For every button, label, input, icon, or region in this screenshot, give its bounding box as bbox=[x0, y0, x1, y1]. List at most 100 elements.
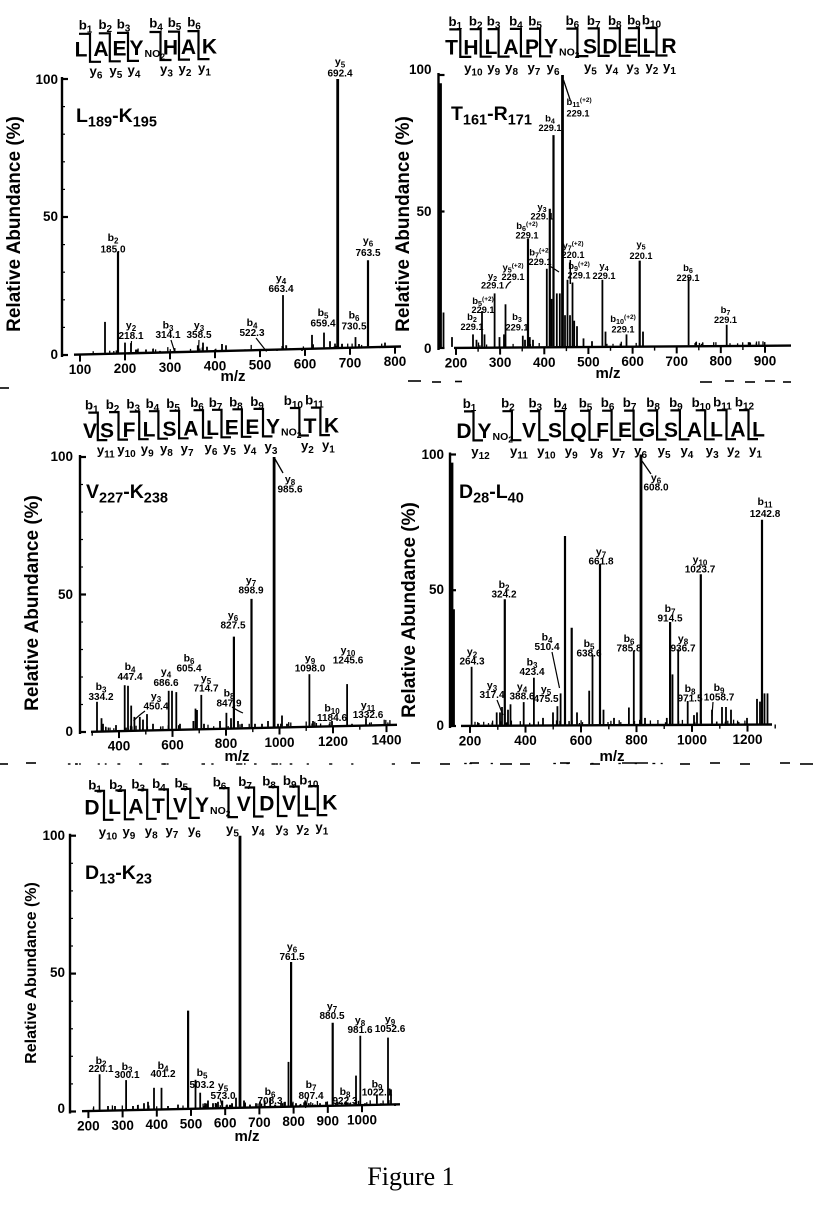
svg-text:b5: b5 bbox=[318, 307, 329, 320]
svg-text:1245.6: 1245.6 bbox=[333, 656, 364, 667]
svg-text:700: 700 bbox=[665, 354, 688, 369]
svg-text:220.1: 220.1 bbox=[630, 251, 653, 261]
svg-text:b6: b6 bbox=[265, 1086, 276, 1099]
svg-text:761.5: 761.5 bbox=[279, 952, 304, 963]
svg-text:P: P bbox=[525, 36, 539, 59]
svg-text:S: S bbox=[583, 36, 597, 59]
svg-text:y3: y3 bbox=[487, 680, 498, 693]
svg-text:229.1: 229.1 bbox=[612, 325, 635, 335]
svg-text:b2: b2 bbox=[96, 1055, 107, 1068]
svg-text:573.0: 573.0 bbox=[210, 1091, 235, 1102]
svg-text:E: E bbox=[225, 417, 239, 440]
svg-text:229.1: 229.1 bbox=[593, 271, 616, 281]
svg-text:0: 0 bbox=[57, 1101, 65, 1116]
svg-text:922.3: 922.3 bbox=[332, 1096, 357, 1107]
svg-text:Y: Y bbox=[129, 37, 143, 60]
svg-text:b8: b8 bbox=[685, 683, 696, 696]
svg-text:300: 300 bbox=[489, 355, 512, 370]
svg-text:200: 200 bbox=[459, 733, 482, 748]
svg-text:F: F bbox=[596, 419, 609, 442]
svg-text:A: A bbox=[93, 38, 108, 61]
svg-text:50: 50 bbox=[58, 587, 73, 602]
svg-text:A: A bbox=[183, 418, 198, 441]
svg-text:b5: b5 bbox=[197, 1067, 208, 1080]
svg-text:388.6: 388.6 bbox=[509, 692, 534, 703]
svg-text:y4: y4 bbox=[276, 273, 287, 286]
svg-text:b7: b7 bbox=[306, 1079, 317, 1092]
svg-text:y6: y6 bbox=[287, 941, 298, 954]
svg-text:971.5: 971.5 bbox=[677, 694, 702, 705]
svg-text:317.4: 317.4 bbox=[479, 690, 504, 701]
svg-text:b3: b3 bbox=[122, 1061, 133, 1074]
svg-text:334.2: 334.2 bbox=[88, 692, 113, 703]
svg-text:V: V bbox=[282, 792, 296, 815]
svg-text:100: 100 bbox=[50, 449, 73, 464]
svg-text:700: 700 bbox=[339, 355, 362, 370]
svg-text:220.1: 220.1 bbox=[562, 250, 585, 260]
svg-text:y6: y6 bbox=[363, 235, 374, 248]
svg-text:708.3: 708.3 bbox=[257, 1096, 282, 1107]
svg-text:y3: y3 bbox=[194, 320, 205, 333]
svg-text:898.9: 898.9 bbox=[238, 586, 263, 597]
svg-text:m/z: m/z bbox=[595, 365, 620, 382]
svg-text:229.1: 229.1 bbox=[567, 109, 590, 119]
svg-text:y6: y6 bbox=[651, 472, 662, 485]
svg-text:b3: b3 bbox=[512, 312, 522, 324]
svg-text:b3: b3 bbox=[96, 681, 107, 694]
svg-text:E: E bbox=[624, 35, 638, 58]
svg-text:b4: b4 bbox=[158, 1060, 169, 1073]
svg-text:L: L bbox=[643, 35, 656, 58]
svg-text:400: 400 bbox=[146, 1117, 169, 1132]
svg-text:401.2: 401.2 bbox=[150, 1069, 175, 1080]
svg-text:1242.8: 1242.8 bbox=[750, 509, 781, 520]
svg-text:b8: b8 bbox=[224, 688, 235, 701]
svg-text:S: S bbox=[162, 418, 176, 441]
svg-text:229.1: 229.1 bbox=[481, 281, 504, 291]
svg-text:y3: y3 bbox=[537, 202, 546, 214]
svg-text:Y: Y bbox=[544, 36, 558, 59]
svg-text:y4: y4 bbox=[517, 681, 528, 694]
svg-text:200: 200 bbox=[445, 355, 468, 370]
svg-text:H: H bbox=[163, 36, 178, 59]
svg-text:L: L bbox=[75, 39, 88, 62]
svg-text:y8: y8 bbox=[285, 474, 296, 487]
svg-text:1058.7: 1058.7 bbox=[704, 693, 735, 704]
svg-text:785.8: 785.8 bbox=[616, 644, 641, 655]
svg-text:692.4: 692.4 bbox=[327, 69, 352, 80]
svg-text:985.6: 985.6 bbox=[277, 485, 302, 496]
svg-text:638.6: 638.6 bbox=[576, 649, 601, 660]
svg-text:L: L bbox=[752, 419, 765, 442]
svg-text:E: E bbox=[245, 416, 259, 439]
svg-text:500: 500 bbox=[577, 355, 600, 370]
svg-text:100: 100 bbox=[42, 828, 65, 843]
svg-text:229.1: 229.1 bbox=[461, 322, 484, 332]
svg-text:y2: y2 bbox=[126, 320, 137, 333]
svg-text:800: 800 bbox=[710, 354, 733, 369]
svg-text:b8: b8 bbox=[340, 1086, 351, 1099]
svg-text:R: R bbox=[661, 35, 676, 58]
svg-text:y6: y6 bbox=[228, 610, 239, 623]
svg-text:185.0: 185.0 bbox=[100, 245, 125, 256]
svg-text:Relative Abundance (%): Relative Abundance (%) bbox=[22, 495, 43, 711]
svg-text:y7: y7 bbox=[596, 546, 607, 559]
svg-text:Figure 1: Figure 1 bbox=[367, 1162, 454, 1191]
svg-text:L: L bbox=[206, 417, 219, 440]
svg-text:L: L bbox=[304, 792, 317, 815]
svg-text:700: 700 bbox=[248, 1115, 271, 1130]
svg-text:0: 0 bbox=[436, 718, 444, 733]
svg-text:800: 800 bbox=[625, 733, 648, 748]
svg-text:1000: 1000 bbox=[347, 1113, 377, 1128]
svg-text:100: 100 bbox=[35, 72, 58, 87]
svg-text:827.5: 827.5 bbox=[220, 621, 245, 632]
svg-text:847.9: 847.9 bbox=[216, 699, 241, 710]
svg-text:y7: y7 bbox=[246, 575, 257, 588]
svg-text:1200: 1200 bbox=[318, 734, 348, 749]
svg-text:300: 300 bbox=[111, 1118, 134, 1133]
svg-text:m/z: m/z bbox=[234, 1128, 259, 1145]
svg-text:b7: b7 bbox=[721, 305, 731, 317]
svg-text:K: K bbox=[322, 791, 337, 814]
svg-text:b9: b9 bbox=[372, 1079, 383, 1092]
svg-text:S: S bbox=[100, 419, 114, 442]
svg-text:200: 200 bbox=[77, 1119, 100, 1134]
svg-text:y9: y9 bbox=[385, 1014, 396, 1027]
